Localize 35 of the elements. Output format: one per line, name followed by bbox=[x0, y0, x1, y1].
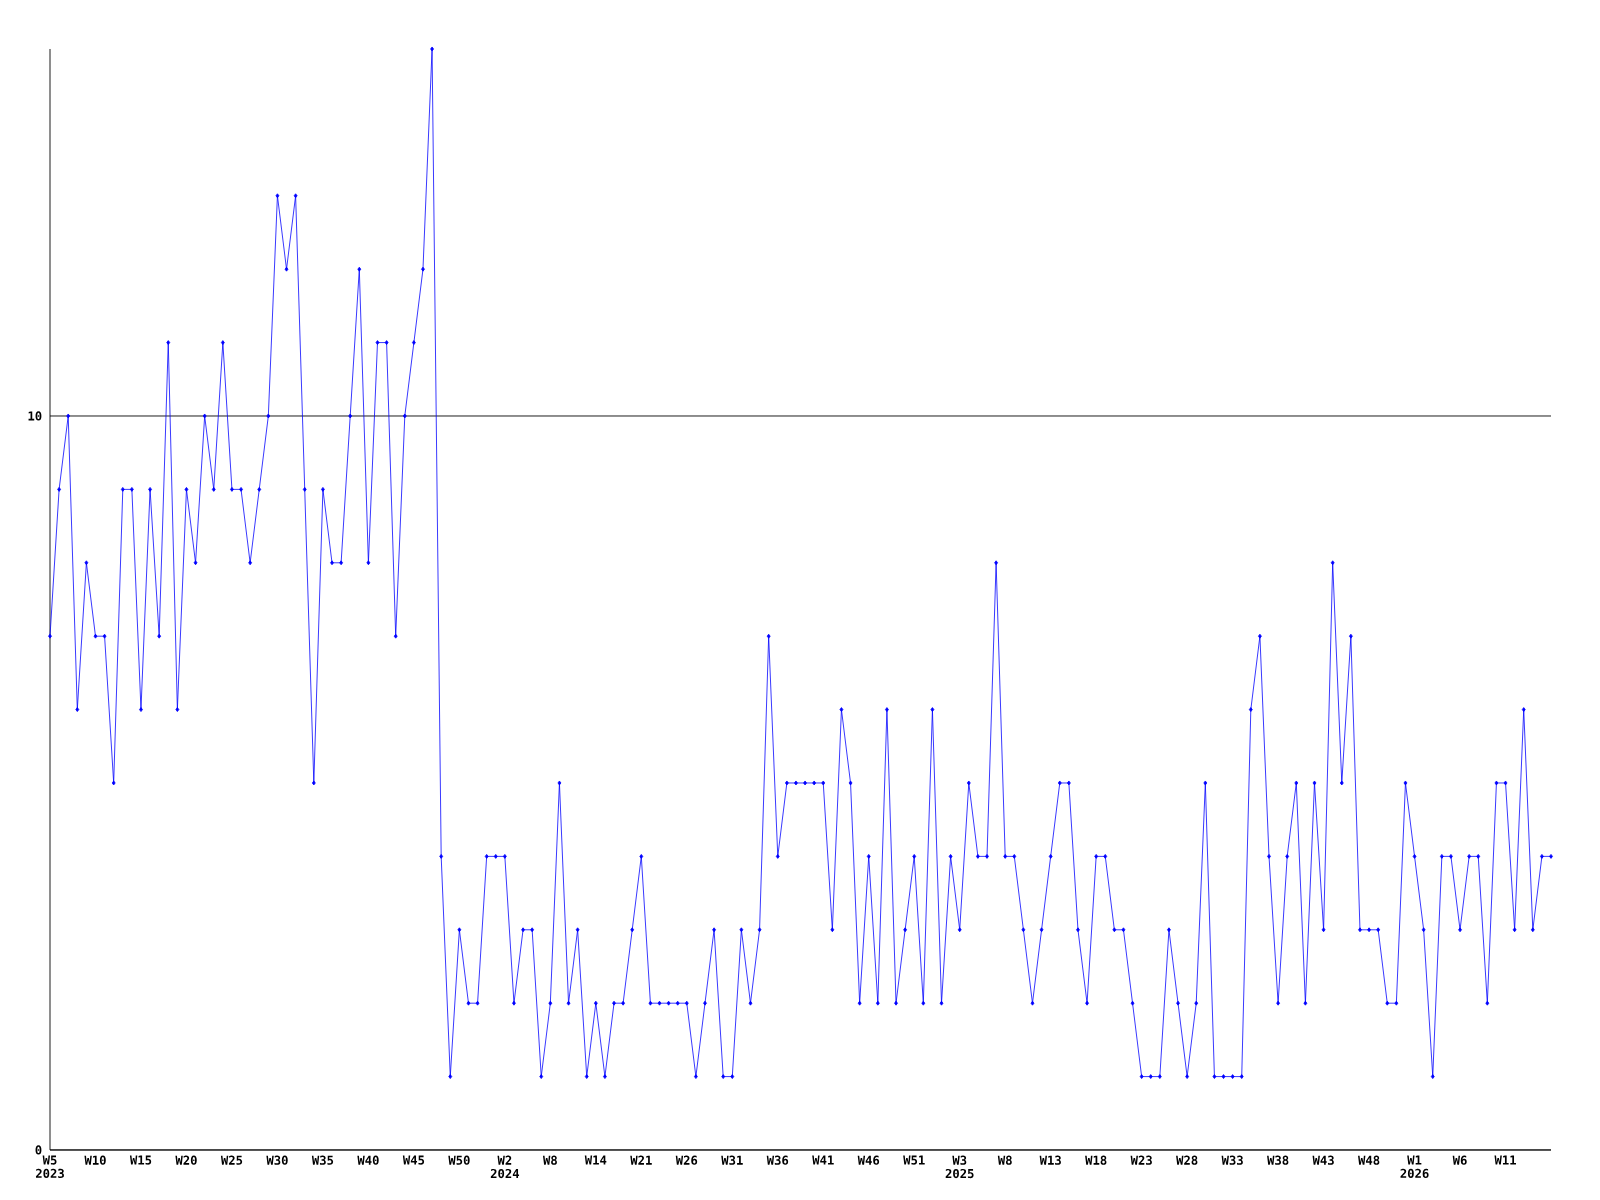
x-tick-label: W11 bbox=[1494, 1155, 1517, 1165]
y-tick-label: 10 bbox=[28, 411, 42, 421]
x-tick-label: W46 bbox=[857, 1155, 880, 1165]
x-tick-label: W51 bbox=[903, 1155, 925, 1165]
x-tick-label: W35 bbox=[311, 1155, 334, 1165]
x-tick-label: W5 2023 bbox=[35, 1155, 64, 1179]
x-tick-label: W13 bbox=[1039, 1155, 1061, 1165]
x-tick-label: W18 bbox=[1085, 1155, 1107, 1165]
x-tick-label: W23 bbox=[1130, 1155, 1152, 1165]
x-tick-label: W21 bbox=[630, 1155, 652, 1165]
x-tick-label: W15 bbox=[129, 1155, 152, 1165]
x-tick-label: W33 bbox=[1221, 1155, 1243, 1165]
x-tick-label: W28 bbox=[1176, 1155, 1198, 1165]
x-tick-label: W40 bbox=[357, 1155, 379, 1165]
x-tick-label: W1 2026 bbox=[1400, 1155, 1429, 1179]
x-tick-label: W8 bbox=[997, 1155, 1012, 1165]
x-tick-label: W43 bbox=[1312, 1155, 1334, 1165]
x-tick-label: W45 bbox=[402, 1155, 425, 1165]
x-tick-label: W31 bbox=[721, 1155, 743, 1165]
x-tick-label: W48 bbox=[1358, 1155, 1380, 1165]
x-tick-label: W20 bbox=[175, 1155, 197, 1165]
x-tick-label: W30 bbox=[266, 1155, 288, 1165]
x-tick-label: W26 bbox=[675, 1155, 698, 1165]
x-tick-label: W50 bbox=[448, 1155, 470, 1165]
x-tick-label: W6 bbox=[1452, 1155, 1467, 1165]
x-tick-label: W8 bbox=[542, 1155, 557, 1165]
x-tick-label: W41 bbox=[812, 1155, 834, 1165]
x-tick-label: W10 bbox=[84, 1155, 106, 1165]
x-tick-label: W38 bbox=[1267, 1155, 1289, 1165]
y-tick-label: 0 bbox=[35, 1145, 42, 1155]
x-tick-label: W25 bbox=[220, 1155, 243, 1165]
x-tick-label: W36 bbox=[766, 1155, 789, 1165]
x-tick-label: W2 2024 bbox=[490, 1155, 520, 1179]
x-tick-label: W3 2025 bbox=[945, 1155, 974, 1179]
x-tick-label: W14 bbox=[584, 1155, 607, 1165]
